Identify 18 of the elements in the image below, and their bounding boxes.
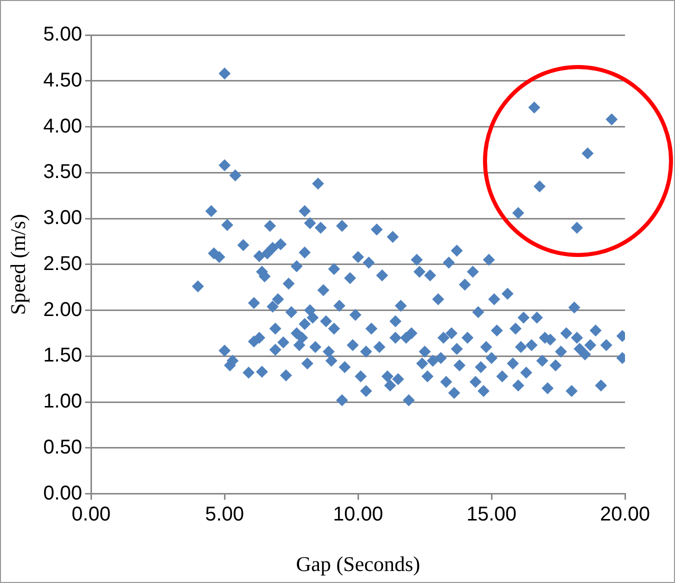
y-tick-label: 4.50 — [43, 69, 82, 92]
y-tick-label: 4.00 — [43, 115, 82, 138]
x-axis-title: Gap (Seconds) — [296, 552, 420, 576]
y-tick-label: 5.00 — [43, 24, 82, 46]
y-tick-label: 3.00 — [43, 207, 82, 230]
y-axis-title: Speed (m/s) — [6, 214, 30, 315]
x-tick-label: 20.00 — [600, 503, 650, 526]
x-tick-label: 5.00 — [205, 503, 244, 526]
x-tick-label: 0.00 — [72, 503, 111, 526]
x-tick-label: 15.00 — [466, 503, 517, 526]
y-tick-label: 2.50 — [43, 252, 82, 275]
x-tick-label: 10.00 — [333, 503, 384, 526]
y-tick-label: 0.00 — [43, 482, 82, 504]
y-tick-label: 3.50 — [43, 161, 82, 184]
y-tick-label: 1.00 — [43, 390, 82, 413]
y-tick-label: 0.50 — [43, 436, 82, 458]
y-tick-label: 1.50 — [43, 344, 82, 367]
y-tick-label: 2.00 — [43, 298, 82, 321]
